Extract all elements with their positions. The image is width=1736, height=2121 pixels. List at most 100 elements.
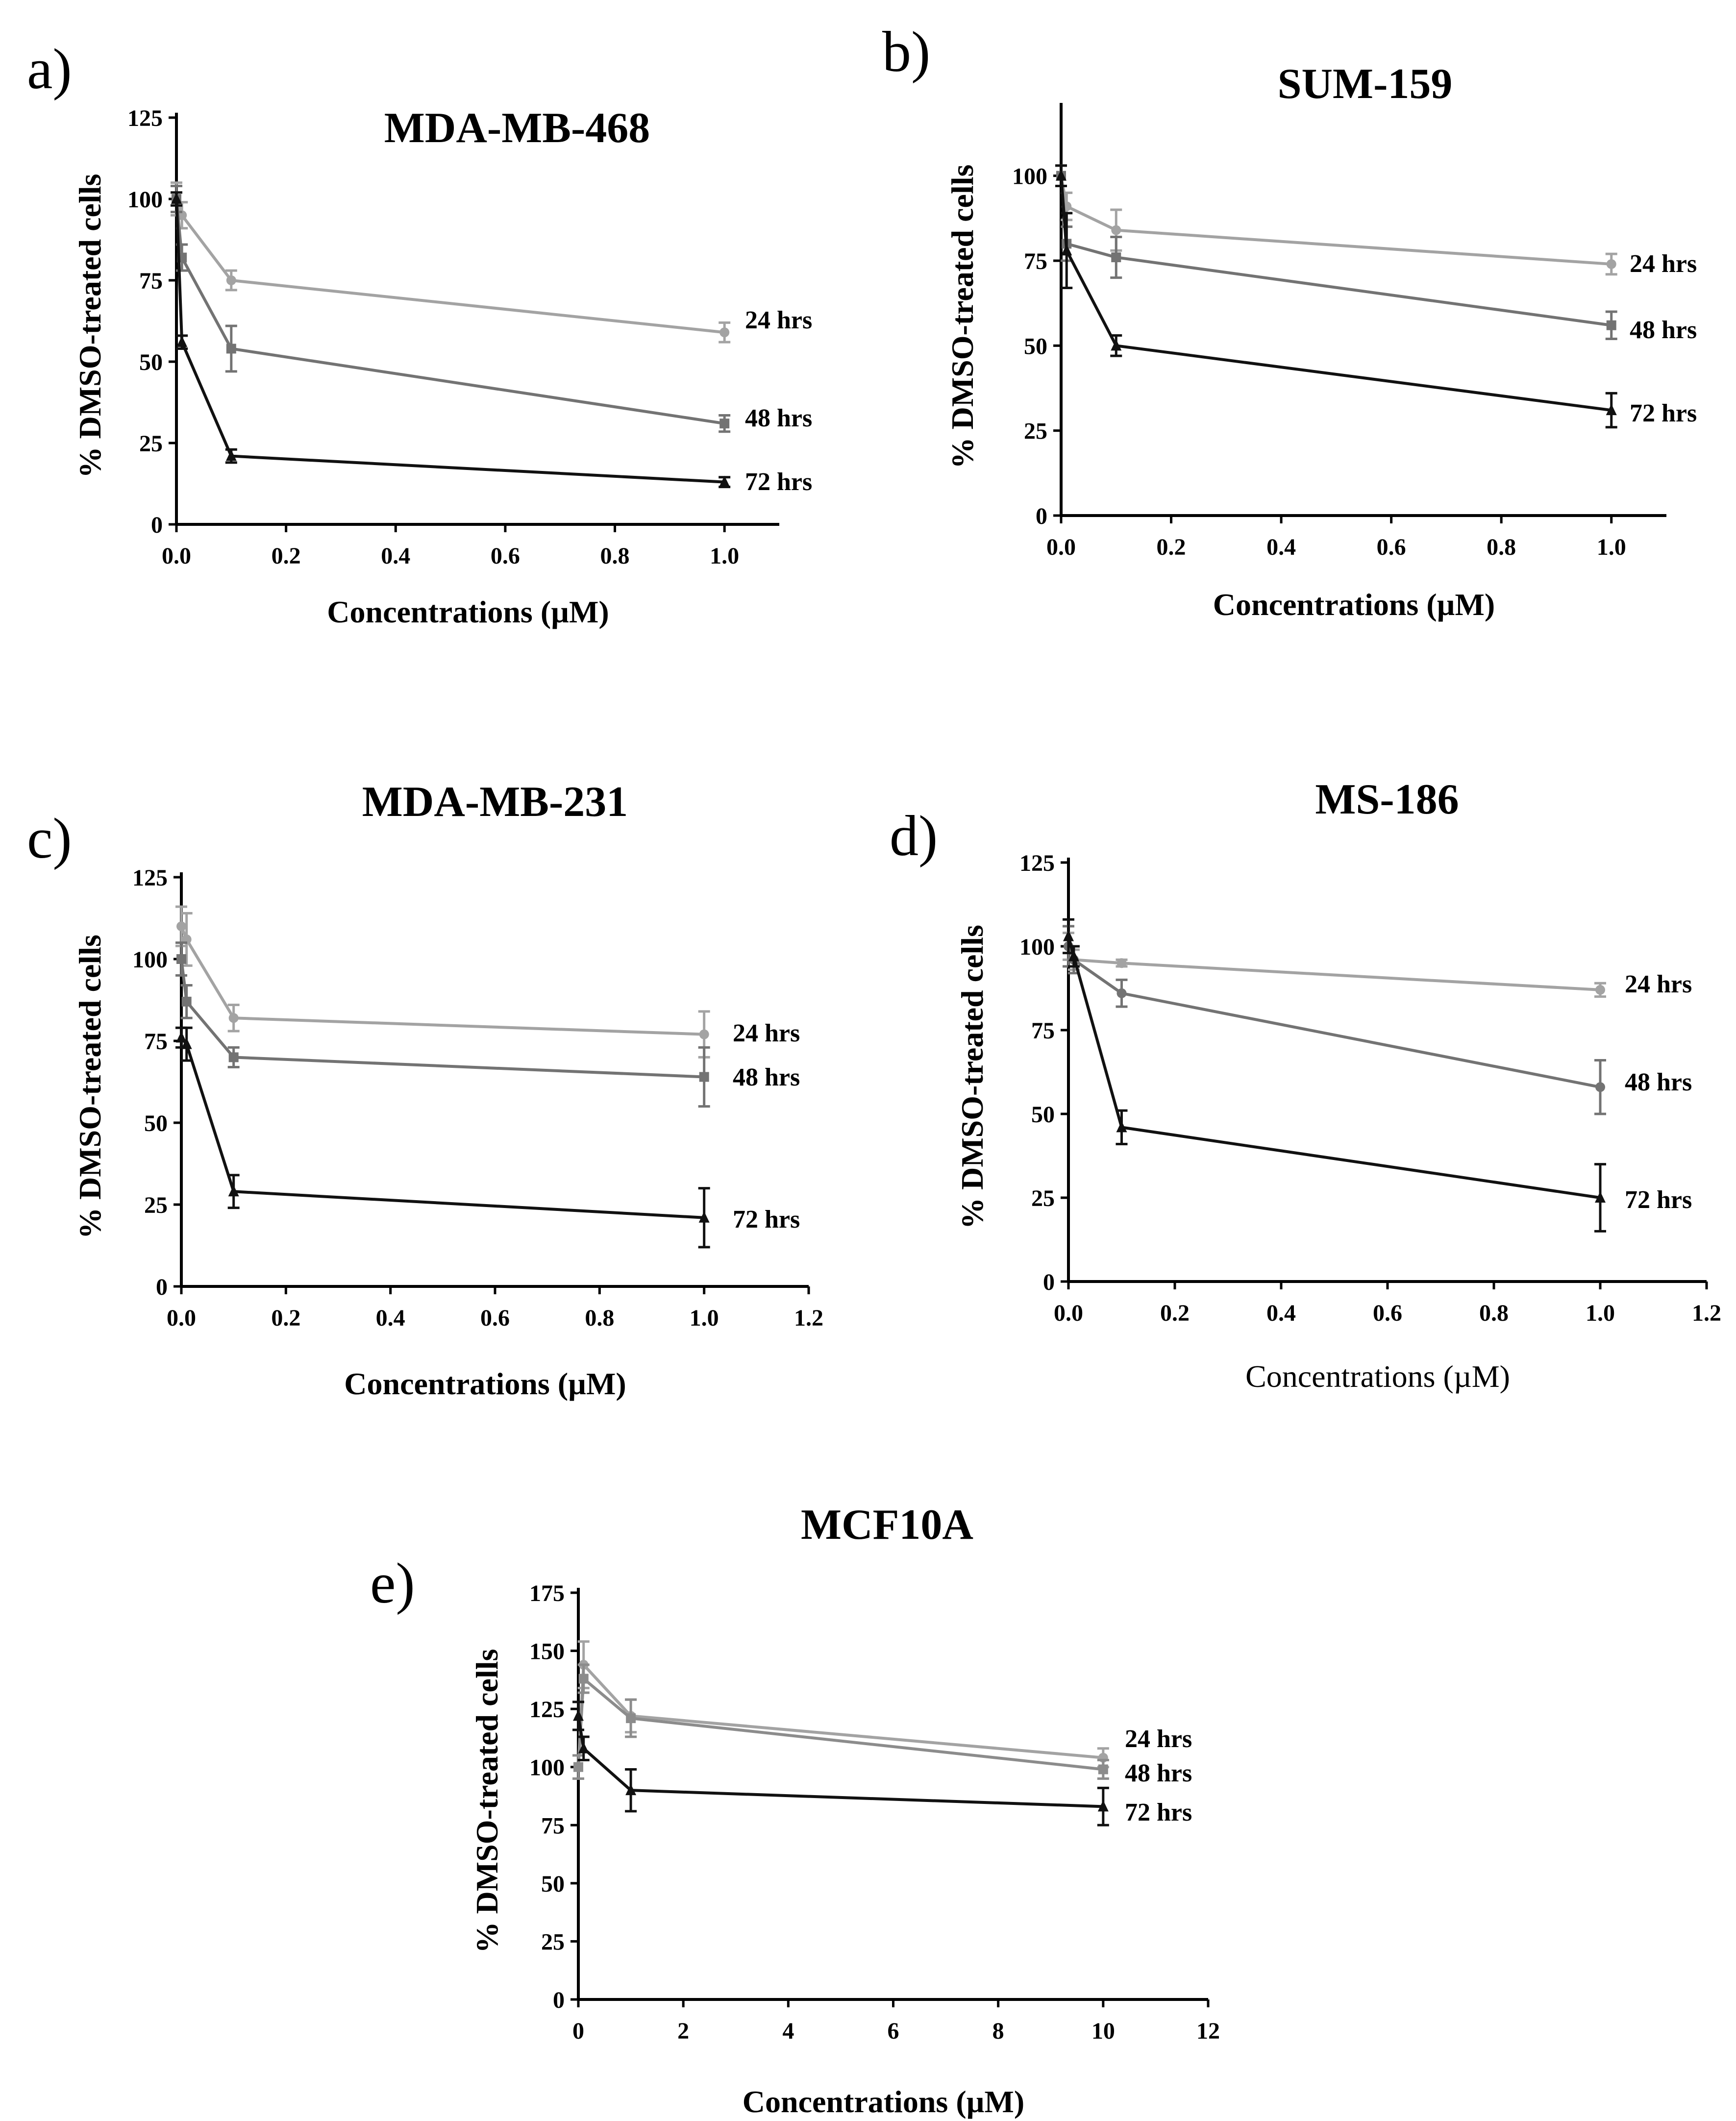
x-tick-label: 0.4 <box>376 1305 405 1331</box>
series-label: 48 hrs <box>733 1063 800 1091</box>
data-point <box>625 1784 637 1796</box>
x-tick-label: 0.2 <box>1160 1300 1190 1326</box>
data-point <box>578 1742 589 1753</box>
panel-a: a) MDA-MB-468 0 25 50 75 100 125 0.0 0.2 0.4 0.6 0.8… <box>27 37 812 629</box>
x-tick-label: 1.2 <box>1692 1300 1721 1326</box>
y-tick-label: 75 <box>139 268 163 294</box>
data-point <box>1595 1082 1605 1092</box>
data-point <box>1606 404 1617 416</box>
data-point <box>699 1029 709 1039</box>
y-tick-label: 0 <box>156 1274 168 1300</box>
x-tick-label: 0.0 <box>162 543 191 569</box>
chart-title: MDA-MB-231 <box>362 778 628 826</box>
x-axis-label: Concentrations (µM) <box>327 594 609 629</box>
series-line <box>577 1715 1103 1808</box>
y-tick-label: 100 <box>127 187 163 213</box>
x-tick-label: 0.2 <box>1157 534 1186 560</box>
data-point <box>181 1037 192 1049</box>
chart-title: MCF10A <box>801 1501 973 1549</box>
series-label: 24 hrs <box>745 306 812 334</box>
data-point <box>719 327 730 338</box>
x-tick-label: 1.0 <box>1586 1300 1615 1326</box>
data-point <box>176 336 188 347</box>
x-tick-label: 0.6 <box>480 1305 510 1331</box>
series-72-hrs: 72 hrs <box>1063 918 1692 1233</box>
data-point <box>1595 985 1605 995</box>
y-tick-label: 100 <box>132 947 168 973</box>
y-tick-label: 0 <box>1043 1269 1055 1295</box>
data-point <box>1063 930 1074 941</box>
data-point <box>1116 1121 1127 1133</box>
data-point <box>578 1674 589 1684</box>
x-tick-label: 0.2 <box>272 543 301 569</box>
y-tick-label: 50 <box>139 349 163 375</box>
panel-d: d) MS-186 0 25 50 75 100 125 0.0 0.2 0.4 0.6 0.8 1.0 1… <box>890 776 1721 1394</box>
data-point <box>225 449 237 461</box>
y-axis-label: % DMSO-treated cells <box>73 935 107 1239</box>
series-label: 24 hrs <box>1630 250 1697 278</box>
x-tick-label: 4 <box>782 2018 794 2044</box>
x-tick-label: 1.0 <box>710 543 739 569</box>
y-tick-label: 125 <box>127 105 163 131</box>
data-point <box>1606 259 1616 269</box>
series-72-hrs: 72 hrs <box>171 191 812 496</box>
series-label: 48 hrs <box>1125 1759 1192 1787</box>
y-tick-label: 100 <box>1012 164 1047 190</box>
series-line <box>577 1677 1104 1771</box>
y-tick-label: 25 <box>144 1192 168 1218</box>
y-tick-label: 0 <box>1036 503 1047 529</box>
panel-c: c) MDA-MB-231 0 25 50 75 100 125 0.0 0.2 0.4 0.6 0.8… <box>27 778 823 1401</box>
data-point <box>573 1709 584 1721</box>
y-tick-label: 50 <box>541 1871 565 1897</box>
series-label: 48 hrs <box>1625 1068 1692 1096</box>
data-point <box>226 275 236 285</box>
y-axis-label: % DMSO-treated cells <box>945 165 980 469</box>
data-point <box>573 1762 583 1772</box>
x-tick-label: 0.0 <box>1046 534 1076 560</box>
x-tick-label: 0.6 <box>491 543 520 569</box>
y-tick-label: 25 <box>1024 419 1047 444</box>
series-24-hrs: 24 hrs <box>1055 164 1697 278</box>
x-tick-label: 0.4 <box>1266 1300 1296 1326</box>
x-tick-label: 2 <box>677 2018 689 2044</box>
series-48-hrs: 48 hrs <box>171 184 812 433</box>
series-72-hrs: 72 hrs <box>1055 164 1697 429</box>
data-point <box>1068 950 1079 962</box>
x-tick-label: 0.4 <box>381 543 410 569</box>
y-tick-label: 125 <box>529 1697 565 1723</box>
panel-letter: d) <box>890 804 938 868</box>
data-point <box>1097 1800 1109 1812</box>
chart-title: SUM-159 <box>1278 60 1453 108</box>
data-point <box>719 419 730 429</box>
series-line <box>180 926 704 1036</box>
series-label: 72 hrs <box>745 468 812 496</box>
panel-b: b) SUM-159 0 25 50 75 100 0.0 0.2 0.4 0.6 0.8 1.0 Con… <box>882 20 1697 622</box>
x-tick-label: 0.8 <box>1479 1300 1509 1326</box>
data-point <box>719 475 730 487</box>
x-axis-label: Concentrations (µM) <box>743 2084 1024 2119</box>
data-point <box>1111 339 1122 351</box>
data-point <box>181 996 192 1007</box>
series-24-hrs: 24 hrs <box>171 181 812 344</box>
data-point <box>176 921 186 932</box>
data-point <box>176 954 186 964</box>
panel-letter: e) <box>370 1551 415 1615</box>
x-tick-label: 0.8 <box>1487 534 1516 560</box>
panel-letter: b) <box>882 20 930 84</box>
panel-letter: c) <box>27 806 72 870</box>
data-point <box>228 1013 239 1023</box>
data-point <box>1061 244 1072 256</box>
x-tick-label: 0.0 <box>1054 1300 1083 1326</box>
y-tick-label: 50 <box>1031 1102 1055 1128</box>
series-label: 72 hrs <box>1125 1799 1192 1826</box>
data-point <box>1116 988 1127 998</box>
x-tick-label: 1.0 <box>690 1305 719 1331</box>
y-tick-label: 25 <box>1031 1185 1055 1211</box>
data-point <box>228 1185 239 1197</box>
x-tick-label: 8 <box>992 2018 1004 2044</box>
series-72-hrs: 72 hrs <box>572 1701 1192 1826</box>
data-point <box>1098 1764 1108 1775</box>
x-tick-label: 10 <box>1091 2018 1115 2044</box>
series-48-hrs: 48 hrs <box>572 1663 1192 1787</box>
